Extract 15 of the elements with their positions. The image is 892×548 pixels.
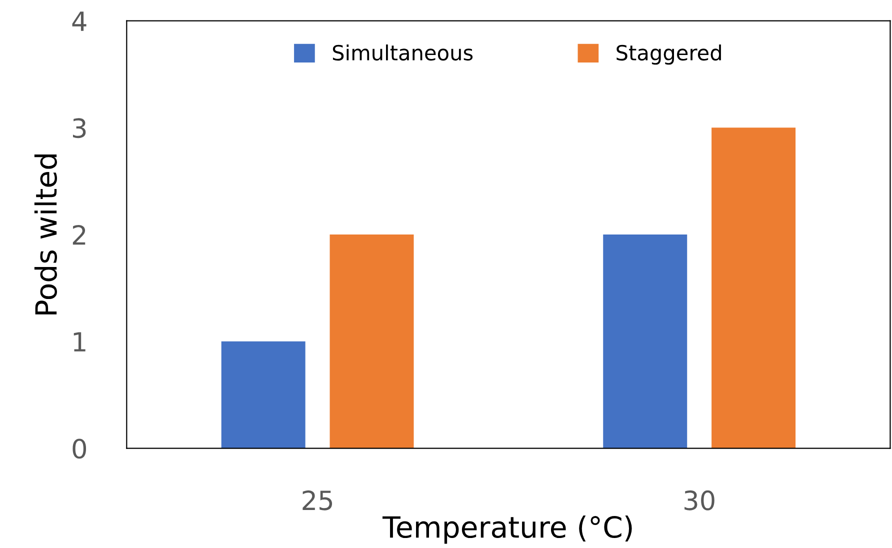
y-axis-title: Pods wilted [34,154,57,314]
legend-label: Staggered [616,44,721,65]
y-tick-label: 3 [72,118,86,138]
x-tick-label: 30 [684,490,714,510]
bar [330,234,414,448]
y-tick-label: 1 [74,332,86,352]
y-tick-label: 2 [72,224,86,245]
legend-label: Simultaneous [332,44,473,61]
bar [221,341,306,448]
y-tick-label: 4 [72,12,86,31]
y-tick-label: 0 [72,438,86,459]
bar [603,234,688,448]
x-axis-title: Temperature (°C) [382,516,632,544]
x-tick-label: 25 [302,490,332,510]
bar [712,128,796,448]
